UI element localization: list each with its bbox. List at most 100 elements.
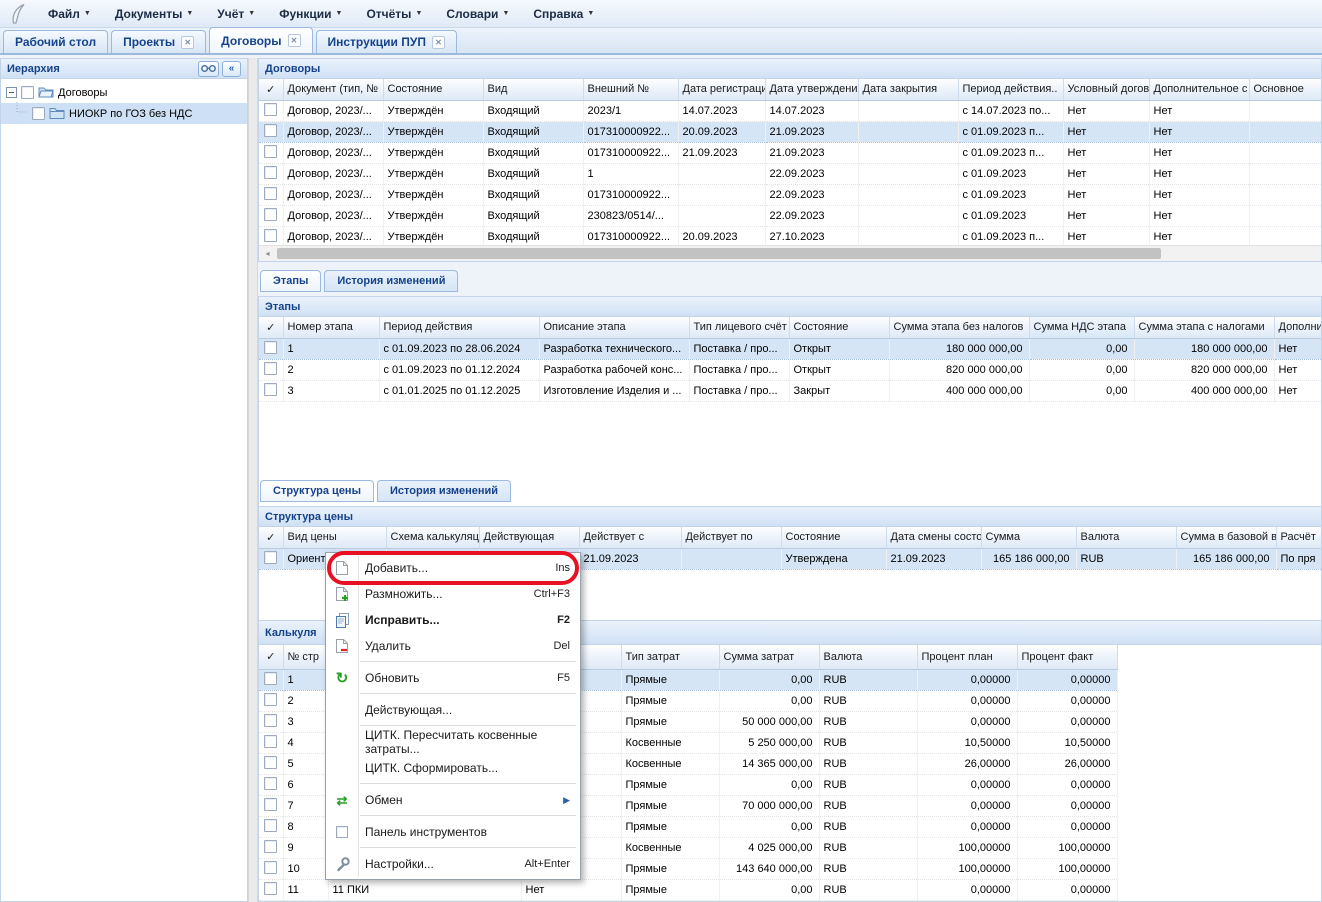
row-checkbox[interactable] <box>264 550 278 564</box>
table-row[interactable]: Договор, 2023/... Утверждён Входящий 2023/1… <box>259 100 1321 122</box>
tree-node-child[interactable]: НИОКР по ГОЗ без НДС <box>1 102 247 124</box>
tab-price-history[interactable]: История изменений <box>376 480 512 502</box>
column-header[interactable]: Сумма этапа без налогов <box>889 317 1030 339</box>
column-header[interactable]: Тип лицевого счёт <box>689 317 790 339</box>
row-checkbox[interactable] <box>264 671 278 685</box>
column-header[interactable]: Вид <box>483 79 584 101</box>
tree-checkbox[interactable] <box>32 107 45 120</box>
column-header[interactable]: Тип затрат <box>621 645 720 670</box>
column-header[interactable]: Вид цены <box>283 527 387 549</box>
column-header[interactable]: Условный договор <box>1063 79 1150 101</box>
menubar-item[interactable]: Словари ▼ <box>446 6 510 21</box>
row-checkbox[interactable] <box>264 797 278 811</box>
row-checkbox[interactable] <box>264 123 278 137</box>
column-header[interactable]: Процент факт <box>1017 645 1118 670</box>
context-menu-item[interactable]: Настройки... Alt+Enter <box>326 851 580 877</box>
row-checkbox[interactable] <box>264 102 278 116</box>
table-row[interactable]: Договор, 2023/... Утверждён Входящий 017310… <box>259 226 1321 248</box>
column-header[interactable]: Сумма этапа с налогами <box>1134 317 1275 339</box>
table-row[interactable]: 11 11 ПКИ Нет Прямые 0,00 RUB 0,00000 0,00000 <box>259 879 1118 901</box>
tree-node-root[interactable]: Договоры <box>1 82 247 103</box>
context-menu-item[interactable]: Исправить... F2 <box>326 607 580 633</box>
app-tab[interactable]: Проекты ✕ <box>111 30 207 53</box>
column-header[interactable]: Состояние <box>789 317 890 339</box>
column-header[interactable]: Состояние <box>781 527 887 549</box>
table-row[interactable]: Договор, 2023/... Утверждён Входящий 230823… <box>259 205 1321 227</box>
row-checkbox[interactable] <box>264 734 278 748</box>
context-menu-item[interactable]: ЦИТК. Пересчитать косвенные затраты... <box>326 728 580 756</box>
table-row[interactable]: Договор, 2023/... Утверждён Входящий 017310… <box>259 121 1321 143</box>
column-header[interactable]: Валюта <box>819 645 918 670</box>
close-icon[interactable]: ✕ <box>431 35 445 49</box>
column-header[interactable]: Расчёт <box>1276 527 1321 549</box>
scrollbar-thumb[interactable] <box>277 248 1161 259</box>
column-header[interactable]: Состояние <box>383 79 484 101</box>
contracts-hscrollbar[interactable]: ◂ <box>259 245 1321 261</box>
close-icon[interactable]: ✕ <box>181 35 195 49</box>
column-header[interactable]: Валюта <box>1076 527 1177 549</box>
column-header[interactable]: Процент план <box>917 645 1018 670</box>
table-row[interactable]: Договор, 2023/... Утверждён Входящий 017310… <box>259 142 1321 164</box>
column-header[interactable]: Действует по <box>681 527 782 549</box>
collapse-panel-button[interactable]: « <box>222 60 241 77</box>
column-header[interactable]: Основное <box>1249 79 1321 101</box>
app-tab[interactable]: Инструкции ПУП ✕ <box>315 30 457 53</box>
row-checkbox[interactable] <box>264 186 278 200</box>
column-header[interactable]: ✓ <box>259 79 284 101</box>
column-header[interactable]: № стр <box>283 645 329 670</box>
column-header[interactable]: Сумма затрат <box>719 645 820 670</box>
menubar-item[interactable]: Файл ▼ <box>48 6 91 21</box>
row-checkbox[interactable] <box>264 839 278 853</box>
menubar-item[interactable]: Функции ▼ <box>279 6 343 21</box>
column-header[interactable]: Период действия <box>379 317 540 339</box>
collapse-expander-icon[interactable] <box>6 87 17 98</box>
tree-checkbox[interactable] <box>21 86 34 99</box>
table-row[interactable]: Договор, 2023/... Утверждён Входящий 017310… <box>259 184 1321 206</box>
row-checkbox[interactable] <box>264 755 278 769</box>
context-menu-item[interactable]: ↻ Обновить F5 <box>326 665 580 691</box>
column-header[interactable]: Дополни <box>1274 317 1321 339</box>
column-header[interactable]: Сумма <box>981 527 1077 549</box>
column-header[interactable]: Документ (тип, № <box>283 79 384 101</box>
tab-price-structure[interactable]: Структура цены <box>260 480 374 502</box>
app-tab[interactable]: Рабочий стол <box>3 30 109 53</box>
column-header[interactable]: Сумма НДС этапа <box>1029 317 1135 339</box>
column-header[interactable]: ✓ <box>259 527 284 549</box>
row-checkbox[interactable] <box>264 165 278 179</box>
context-menu-item[interactable]: ⇄ Обмен ▶ <box>326 787 580 813</box>
row-checkbox[interactable] <box>264 361 278 375</box>
column-header[interactable]: Дата утверждения <box>765 79 859 101</box>
column-header[interactable]: Внешний № <box>583 79 679 101</box>
column-header[interactable]: Схема калькуляци <box>386 527 480 549</box>
context-menu-item[interactable]: Добавить... Ins <box>326 551 580 585</box>
scroll-left-arrow-icon[interactable]: ◂ <box>265 249 270 258</box>
context-menu-item[interactable]: Размножить... Ctrl+F3 <box>326 581 580 607</box>
menubar-item[interactable]: Документы ▼ <box>114 6 194 21</box>
tab-stages[interactable]: Этапы <box>260 270 322 292</box>
row-checkbox[interactable] <box>264 860 278 874</box>
app-tab[interactable]: Договоры ✕ <box>209 27 313 53</box>
panel-splitter[interactable] <box>248 58 258 902</box>
column-header[interactable]: Дата регистрации. <box>678 79 766 101</box>
row-checkbox[interactable] <box>264 692 278 706</box>
column-header[interactable]: Дополнительное с <box>1149 79 1250 101</box>
column-header[interactable]: Период действия.. <box>958 79 1064 101</box>
search-binoculars-button[interactable] <box>198 60 219 77</box>
context-menu-item[interactable]: Панель инструментов <box>326 819 580 845</box>
column-header[interactable]: Действующая <box>479 527 580 549</box>
context-menu-item[interactable]: ЦИТК. Сформировать... <box>326 755 580 781</box>
column-header[interactable]: Сумма в базовой в <box>1176 527 1277 549</box>
column-header[interactable]: Дата закрытия <box>858 79 959 101</box>
context-menu-item[interactable]: Удалить Del <box>326 633 580 659</box>
row-checkbox[interactable] <box>264 340 278 354</box>
column-header[interactable]: Описание этапа <box>539 317 690 339</box>
close-icon[interactable]: ✕ <box>287 34 301 47</box>
column-header[interactable]: ✓ <box>259 317 284 339</box>
row-checkbox[interactable] <box>264 881 278 895</box>
menubar-item[interactable]: Учёт ▼ <box>217 6 256 21</box>
table-row[interactable]: Договор, 2023/... Утверждён Входящий 1 22.09… <box>259 163 1321 185</box>
column-header[interactable]: Действует с <box>579 527 682 549</box>
row-checkbox[interactable] <box>264 776 278 790</box>
